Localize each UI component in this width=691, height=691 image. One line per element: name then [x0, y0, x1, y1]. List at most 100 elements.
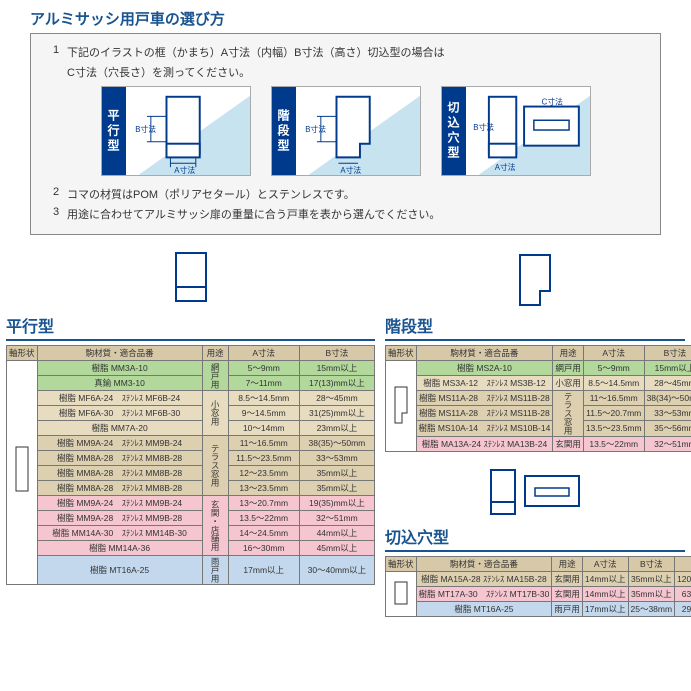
parallel-profile-icon — [156, 249, 226, 309]
parallel-table: 軸形状 駒材質・適合品番 用途 A寸法 B寸法 樹脂 MM3A-10 網戸用 5… — [6, 345, 375, 585]
diagram-slot: 切込穴型 B寸法 C寸法 A寸法 — [441, 86, 591, 176]
cell-c: 63〜90mm — [675, 586, 691, 601]
col-material: 駒材質・適合品番 — [416, 556, 552, 571]
cell-a: 17mm以上 — [582, 601, 628, 616]
cell-a: 11〜16.5mm — [228, 436, 299, 451]
diagram-slot-figure: B寸法 C寸法 A寸法 — [466, 87, 590, 175]
parallel-heading: 平行型 — [6, 313, 375, 341]
cell-b: 28〜45mm — [644, 376, 691, 391]
cell-b: 30〜40mm以上 — [299, 556, 374, 585]
cell-a: 11.5〜23.5mm — [228, 451, 299, 466]
diagram-step: 階段型 B寸法 A寸法 — [271, 86, 421, 176]
col-a: A寸法 — [582, 556, 628, 571]
cell-a: 13〜20.7mm — [228, 496, 299, 511]
col-material: 駒材質・適合品番 — [37, 346, 202, 361]
cell-b: 35mm以上 — [628, 571, 675, 586]
cell-material: 樹脂 MT16A-25 — [416, 601, 552, 616]
cell-material: 樹脂 MM9A-24 ｽﾃﾝﾚｽ MM9B-24 — [37, 436, 202, 451]
cell-use: 玄関用 — [552, 586, 583, 601]
cell-material: 樹脂 MM8A-28 ｽﾃﾝﾚｽ MM8B-28 — [37, 481, 202, 496]
diagram-step-label: 階段型 — [272, 87, 296, 175]
cell-b: 35〜56mm — [644, 421, 691, 436]
step-profile-icon — [500, 249, 570, 309]
cell-material: 樹脂 MF6A-30 ｽﾃﾝﾚｽ MF6B-30 — [37, 406, 202, 421]
cell-material: 樹脂 MM3A-10 — [37, 361, 202, 376]
cell-b: 17(13)mm以上 — [299, 376, 374, 391]
instruction-2: 2 コマの材質はPOM（ポリアセタール）とステンレスです。 — [45, 186, 646, 202]
svg-text:B寸法: B寸法 — [305, 124, 326, 134]
cell-a: 8.5〜14.5mm — [228, 391, 299, 406]
slot-section: 切込穴型 軸形状駒材質・適合品番用途A寸法B寸法C寸法 樹脂 MA15A-28 … — [385, 466, 685, 617]
page-title: アルミサッシ用戸車の選び方 — [0, 0, 691, 33]
cell-use: 網戸用 — [202, 361, 228, 391]
col-shape: 軸形状 — [386, 346, 417, 361]
cell-a: 8.5〜14.5mm — [583, 376, 644, 391]
diagram-step-figure: B寸法 A寸法 — [296, 87, 420, 175]
step-heading: 階段型 — [385, 313, 685, 341]
col-shape: 軸形状 — [7, 346, 38, 361]
cell-material: 樹脂 MS3A-12 ｽﾃﾝﾚｽ MS3B-12 — [416, 376, 553, 391]
cell-a: 14〜24.5mm — [228, 526, 299, 541]
instruction-box: 1 下記のイラストの框（かまち）A寸法（内幅）B寸法（高さ）切込型の場合は C寸… — [30, 33, 661, 235]
cell-material: 樹脂 MM8A-28 ｽﾃﾝﾚｽ MM8B-28 — [37, 466, 202, 481]
cell-b: 32〜51mm — [644, 436, 691, 451]
cell-material: 樹脂 MS2A-10 — [416, 361, 553, 376]
cell-b: 15mm以上 — [644, 361, 691, 376]
col-b: B寸法 — [628, 556, 675, 571]
cell-b: 38(35)〜50mm — [299, 436, 374, 451]
cell-material: 樹脂 MM14A-30 ｽﾃﾝﾚｽ MM14B-30 — [37, 526, 202, 541]
dim-a: A寸法 — [174, 165, 195, 175]
cell-a: 13〜23.5mm — [228, 481, 299, 496]
cell-use: 雨戸用 — [202, 556, 228, 585]
cell-a: 13.5〜23.5mm — [583, 421, 644, 436]
parallel-section: 平行型 軸形状 駒材質・適合品番 用途 A寸法 B寸法 樹脂 MM3A-10 網… — [6, 249, 375, 631]
cell-material: 真鍮 MM3-10 — [37, 376, 202, 391]
cell-material: 樹脂 MM14A-36 — [37, 541, 202, 556]
cell-use: テラス窓用 — [202, 436, 228, 496]
cell-c: 29〜40mm — [675, 601, 691, 616]
instruction-3-number: 3 — [45, 206, 67, 222]
cell-a: 10〜14mm — [228, 421, 299, 436]
diagram-parallel-label: 平行型 — [102, 87, 126, 175]
col-use: 用途 — [552, 556, 583, 571]
cell-use: テラス窓用 — [553, 391, 584, 437]
cell-material: 樹脂 MS11A-28 ｽﾃﾝﾚｽ MS11B-28 — [416, 406, 553, 421]
cell-material: 樹脂 MS11A-28 ｽﾃﾝﾚｽ MS11B-28 — [416, 391, 553, 406]
cell-a: 11〜16.5mm — [583, 391, 644, 406]
cell-material: 樹脂 MA13A-24 ｽﾃﾝﾚｽ MA13B-24 — [416, 436, 553, 451]
cell-use: 玄関・店舗用 — [202, 496, 228, 556]
cell-b: 38(34)〜50mm — [644, 391, 691, 406]
instruction-3-text: 用途に合わせてアルミサッシ扉の重量に合う戸車を表から選んでください。 — [67, 206, 646, 222]
diagram-parallel-figure: B寸法 A寸法 — [126, 87, 250, 175]
cell-a: 16〜30mm — [228, 541, 299, 556]
cell-a: 5〜9mm — [228, 361, 299, 376]
cell-b: 45mm以上 — [299, 541, 374, 556]
col-b: B寸法 — [299, 346, 374, 361]
cell-a: 7〜11mm — [228, 376, 299, 391]
cell-b: 32〜51mm — [299, 511, 374, 526]
cell-b: 19(35)mm以上 — [299, 496, 374, 511]
svg-text:C寸法: C寸法 — [541, 97, 562, 107]
cell-use: 網戸用 — [553, 361, 584, 376]
col-use: 用途 — [553, 346, 584, 361]
cell-material: 樹脂 MA15A-28 ｽﾃﾝﾚｽ MA15B-28 — [416, 571, 552, 586]
cell-use: 玄関用 — [553, 436, 584, 451]
cell-material: 樹脂 MT16A-25 — [37, 556, 202, 585]
diagram-parallel: 平行型 B寸法 A寸法 — [101, 86, 251, 176]
cell-b: 35mm以上 — [628, 586, 675, 601]
cell-material: 樹脂 MS10A-14 ｽﾃﾝﾚｽ MS10B-14 — [416, 421, 553, 436]
svg-text:A寸法: A寸法 — [494, 162, 515, 172]
instruction-2-number: 2 — [45, 186, 67, 202]
dim-b: B寸法 — [135, 124, 156, 134]
cell-use: 小窓用 — [202, 391, 228, 436]
cell-material: 樹脂 MM9A-24 ｽﾃﾝﾚｽ MM9B-24 — [37, 496, 202, 511]
table-header-row: 軸形状 駒材質・適合品番 用途 A寸法 B寸法 — [7, 346, 375, 361]
cell-a: 5〜9mm — [583, 361, 644, 376]
cell-b: 15mm以上 — [299, 361, 374, 376]
slot-table: 軸形状駒材質・適合品番用途A寸法B寸法C寸法 樹脂 MA15A-28 ｽﾃﾝﾚｽ… — [385, 556, 691, 617]
cell-b: 35mm以上 — [299, 466, 374, 481]
slot-profile-icon — [485, 466, 585, 520]
cell-use: 雨戸用 — [552, 601, 583, 616]
cell-a: 14mm以上 — [582, 586, 628, 601]
step-section: 階段型 軸形状駒材質・適合品番用途A寸法B寸法 樹脂 MS2A-10網戸用5〜9… — [385, 249, 685, 452]
